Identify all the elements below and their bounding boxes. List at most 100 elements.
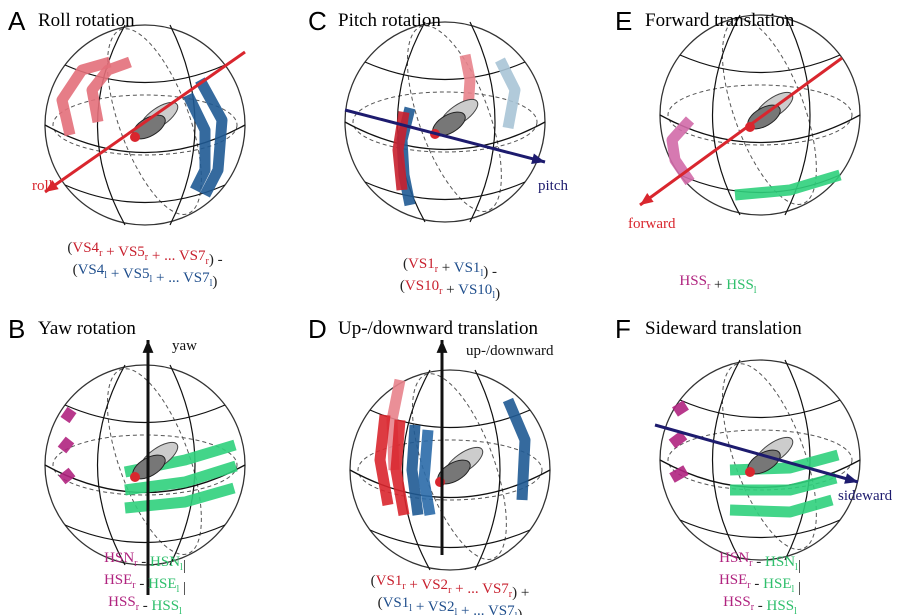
motion-axis: [44, 50, 246, 194]
formula-subscript: l: [791, 584, 794, 595]
formula-line: (VS1r + VS2r + ... VS7r) +: [371, 573, 530, 601]
formula-term: |: [179, 580, 186, 596]
formula-subscript: r: [136, 602, 140, 613]
arrow-head: [531, 153, 545, 165]
formula-subscript: r: [749, 558, 753, 569]
flow-band: [124, 460, 238, 496]
sphere-parallel: [64, 524, 226, 544]
formula-line: (VS4r + VS5r + ... VS7r) -: [67, 240, 222, 268]
formula-line: HSSr - HSSl: [108, 594, 182, 615]
formula-subscript: l: [454, 607, 457, 615]
formula-subscript: l: [795, 562, 798, 573]
formula-term: HSE: [763, 576, 791, 592]
flow-band: [183, 92, 211, 193]
sphere-parallel: [679, 519, 841, 539]
flow-band: [729, 494, 834, 518]
sphere-parallel: [64, 404, 226, 424]
formula-term: HSN: [150, 554, 180, 570]
formula-subscript: l: [409, 603, 412, 614]
motion-axis: [344, 108, 546, 164]
panel: D Up-/downward translationup-/downward(VS…: [308, 314, 554, 615]
formula-term: HSS: [679, 273, 707, 289]
flow-band: [666, 116, 695, 186]
formula-term: +: [442, 282, 458, 298]
formula-subscript: r: [132, 580, 136, 591]
formula-subscript: r: [402, 581, 406, 592]
motion-axis: [654, 423, 859, 484]
formula-subscript: l: [492, 290, 495, 301]
panel-letter: B: [8, 314, 25, 344]
formula-term: VS2: [421, 577, 448, 593]
formula-term: (: [371, 573, 376, 589]
formula-term: VS1: [454, 260, 481, 276]
formula-term: HSE: [148, 576, 176, 592]
formula-term: -: [138, 554, 151, 570]
panel-letter: A: [8, 6, 26, 36]
formula-line: (VS10r + VS10l): [400, 278, 500, 302]
flow-band: [669, 465, 689, 483]
formula-line: HSSr - HSSl: [723, 594, 797, 615]
formula-term: -: [754, 598, 767, 614]
formula-subscript: r: [448, 585, 452, 596]
sphere-meridian: [402, 369, 431, 571]
formula-term: VS7: [179, 248, 206, 264]
flow-band: [86, 56, 132, 124]
flow-band: [406, 424, 424, 516]
formula-subscript: r: [751, 602, 755, 613]
sphere-meridian: [169, 364, 196, 566]
axis-label: roll: [32, 178, 53, 194]
flow-band: [57, 436, 75, 454]
sphere-back: [52, 94, 238, 156]
panel-letter: D: [308, 314, 327, 344]
formula-term: HSN: [104, 550, 134, 566]
panel-letter: C: [308, 6, 327, 36]
flow-band: [668, 430, 688, 449]
formula-term: VS10: [405, 278, 439, 294]
formula-term: VS2: [428, 599, 455, 615]
panel-title: Roll rotation: [38, 10, 135, 31]
formula-term: |: [183, 558, 186, 574]
arrow-head: [640, 193, 654, 205]
sphere-meridian: [474, 369, 501, 571]
panel-title: Forward translation: [645, 10, 795, 31]
formula-term: (: [403, 256, 408, 272]
arrow-head: [45, 180, 59, 192]
arrow-head: [142, 340, 154, 353]
formula-term: ): [212, 274, 217, 290]
formula-term: -: [139, 598, 152, 614]
formula-term: VS10: [458, 282, 492, 298]
formula-subscript: l: [480, 268, 483, 279]
formula-term: ) -: [483, 264, 497, 280]
formula-term: VS1: [408, 256, 435, 272]
flow-band: [734, 169, 842, 201]
formula-term: +: [107, 266, 123, 282]
axis-label: pitch: [538, 178, 568, 194]
formula-term: VS5: [118, 244, 145, 260]
formula-line: HSNr - HSNl|: [104, 550, 186, 574]
formula-term: ) -: [209, 252, 223, 268]
flow-band: [672, 400, 689, 417]
formula-term: VS4: [78, 262, 105, 278]
formula-term: ): [517, 607, 522, 615]
formula-term: -: [753, 554, 766, 570]
sphere-parallel: [364, 181, 526, 201]
flow-band: [124, 482, 236, 514]
panel-title: Pitch rotation: [338, 10, 441, 31]
sphere-back: [106, 368, 202, 555]
sphere-equator: [344, 121, 546, 151]
formula-term: HSS: [726, 277, 754, 293]
formula-term: VS7: [183, 270, 210, 286]
sphere-back: [52, 434, 238, 496]
formula-term: HSS: [723, 594, 751, 610]
formula-subscript: l: [104, 270, 107, 281]
formula-subscript: l: [180, 562, 183, 573]
flow-band: [418, 429, 436, 516]
formula-term: HSN: [719, 550, 749, 566]
formula-term: VS4: [72, 240, 99, 256]
sphere-back: [357, 439, 543, 501]
formula-term: ) +: [512, 585, 529, 601]
formula-term: (: [67, 240, 72, 256]
sphere-parallel: [679, 399, 841, 419]
